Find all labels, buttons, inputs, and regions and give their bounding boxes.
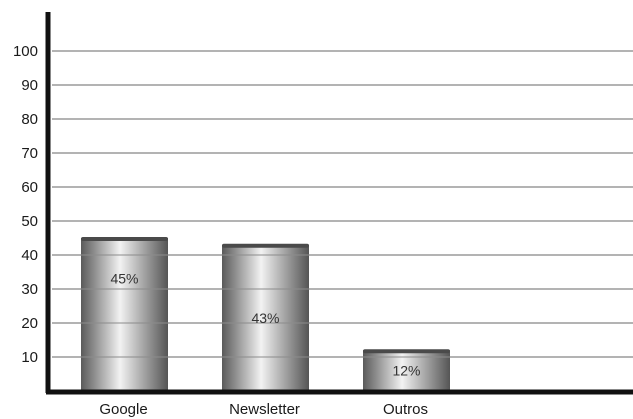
bar-google: 45% bbox=[81, 237, 168, 391]
y-tick-label: 90 bbox=[21, 77, 38, 94]
x-axis-categories: Google Newsletter Outros bbox=[99, 401, 428, 418]
bar bbox=[81, 238, 168, 391]
y-tick-label: 30 bbox=[21, 281, 38, 298]
bar-top-cap bbox=[222, 243, 309, 248]
bar-newsletter: 43% bbox=[222, 243, 309, 391]
y-tick-label: 100 bbox=[13, 43, 38, 60]
y-tick-label: 20 bbox=[21, 315, 38, 332]
y-axis-ticks: 10 20 30 40 50 60 70 80 90 100 bbox=[13, 43, 38, 366]
y-tick-label: 50 bbox=[21, 213, 38, 230]
bar-value-label: 43% bbox=[251, 310, 279, 326]
bar-outros: 12% bbox=[363, 349, 450, 391]
y-tick-label: 10 bbox=[21, 349, 38, 366]
y-tick-label: 70 bbox=[21, 145, 38, 162]
y-tick-label: 40 bbox=[21, 247, 38, 264]
x-category-label: Outros bbox=[383, 401, 428, 418]
y-tick-label: 60 bbox=[21, 179, 38, 196]
bar bbox=[222, 244, 309, 391]
x-category-label: Google bbox=[99, 401, 147, 418]
x-category-label: Newsletter bbox=[229, 401, 300, 418]
bar-top-cap bbox=[363, 349, 450, 354]
bars: 45% 43% 12% bbox=[81, 237, 450, 391]
bar-value-label: 45% bbox=[110, 271, 138, 287]
bar-value-label: 12% bbox=[392, 363, 420, 379]
bar-top-cap bbox=[81, 237, 168, 241]
y-tick-label: 80 bbox=[21, 111, 38, 128]
